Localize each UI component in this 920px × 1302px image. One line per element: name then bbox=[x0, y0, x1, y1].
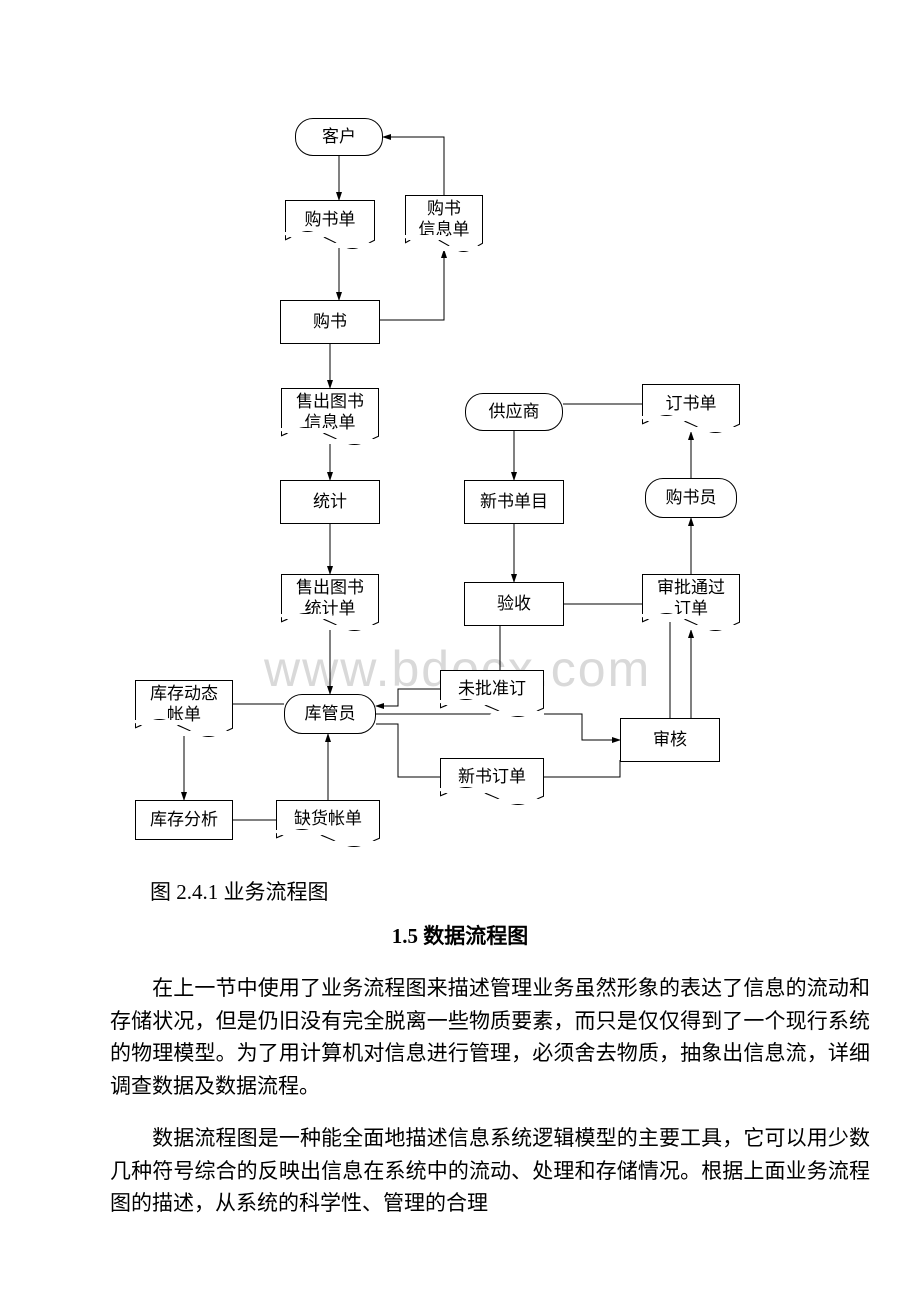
node-buy: 购书 bbox=[280, 300, 380, 344]
node-label: 新书单目 bbox=[480, 492, 548, 512]
node-label: 购书 bbox=[427, 199, 461, 219]
node-audit: 审核 bbox=[620, 718, 720, 762]
node-label: 售出图书 bbox=[296, 578, 364, 598]
node-label: 购书单 bbox=[305, 210, 356, 230]
node-shortage: 缺货帐单 bbox=[276, 800, 380, 838]
node-new_order: 新书订单 bbox=[440, 758, 544, 796]
node-stock_ana: 库存分析 bbox=[135, 800, 233, 840]
node-customer: 客户 bbox=[295, 118, 383, 156]
node-label: 客户 bbox=[322, 127, 356, 147]
figure-caption: 图 2.4.1 业务流程图 bbox=[150, 876, 329, 906]
node-label: 订书单 bbox=[666, 394, 717, 414]
node-sold_info: 售出图书信息单 bbox=[281, 388, 379, 436]
flowchart: www.bdocx.com 客户购书单购书信息单购书售出图书信息单供应商订书单统… bbox=[0, 0, 920, 860]
node-label: 售出图书 bbox=[296, 392, 364, 412]
node-order_book: 订书单 bbox=[642, 384, 740, 424]
nodes-layer: 客户购书单购书信息单购书售出图书信息单供应商订书单统计新书单目购书员售出图书统计… bbox=[0, 0, 920, 860]
node-order_form: 购书单 bbox=[285, 200, 375, 240]
node-label: 库管员 bbox=[305, 704, 356, 724]
node-stat: 统计 bbox=[280, 480, 380, 524]
node-buyer: 购书员 bbox=[645, 478, 737, 518]
node-keeper: 库管员 bbox=[284, 694, 376, 734]
node-label: 缺货帐单 bbox=[294, 809, 362, 829]
node-label: 审批通过 bbox=[657, 578, 725, 598]
section-heading: 1.5 数据流程图 bbox=[0, 920, 920, 950]
node-label: 帐单 bbox=[167, 705, 201, 725]
node-not_approved: 未批准订 bbox=[440, 670, 544, 708]
node-label: 购书 bbox=[313, 312, 347, 332]
node-label: 新书订单 bbox=[458, 767, 526, 787]
node-label: 购书员 bbox=[666, 488, 717, 508]
node-label: 未批准订 bbox=[458, 679, 526, 699]
node-label: 验收 bbox=[497, 594, 531, 614]
node-label: 订单 bbox=[674, 599, 708, 619]
node-check: 验收 bbox=[464, 582, 564, 626]
node-label: 库存分析 bbox=[150, 810, 218, 830]
node-label: 统计 bbox=[313, 492, 347, 512]
paragraph: 在上一节中使用了业务流程图来描述管理业务虽然形象的表达了信息的流动和存储状况，但… bbox=[110, 972, 870, 1102]
node-supplier: 供应商 bbox=[465, 393, 563, 431]
node-info_form: 购书信息单 bbox=[405, 195, 483, 243]
node-label: 库存动态 bbox=[150, 684, 218, 704]
node-label: 供应商 bbox=[489, 402, 540, 422]
node-label: 信息单 bbox=[305, 413, 356, 433]
node-label: 信息单 bbox=[419, 220, 470, 240]
node-new_list: 新书单目 bbox=[464, 480, 564, 524]
node-stock_dyn: 库存动态帐单 bbox=[135, 680, 233, 728]
paragraph: 数据流程图是一种能全面地描述信息系统逻辑模型的主要工具，它可以用少数几种符号综合… bbox=[110, 1122, 870, 1220]
node-label: 统计单 bbox=[305, 599, 356, 619]
node-sold_stat: 售出图书统计单 bbox=[281, 574, 379, 622]
node-approved: 审批通过订单 bbox=[642, 574, 740, 622]
node-label: 审核 bbox=[653, 730, 687, 750]
